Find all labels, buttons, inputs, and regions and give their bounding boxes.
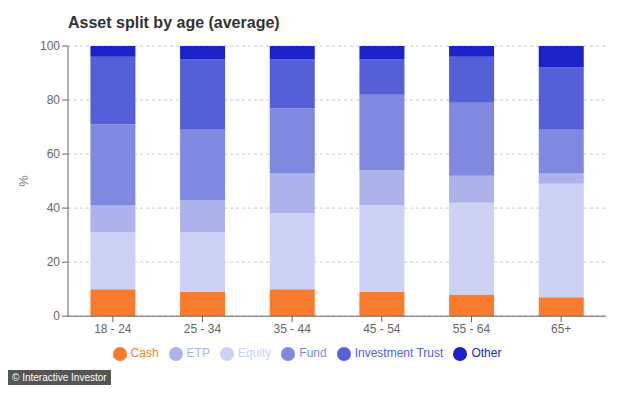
svg-text:20: 20 [47, 255, 61, 269]
html-text:Other: Other [471, 346, 502, 361]
svg-text:35 - 44: 35 - 44 [273, 322, 311, 336]
html-text:Equity: Equity [238, 346, 272, 361]
svg-text:%: % [16, 175, 31, 187]
html-text:Cash: Cash [130, 346, 159, 361]
svg-text:45 - 54: 45 - 54 [363, 322, 401, 336]
svg-text:25 - 34: 25 - 34 [184, 322, 222, 336]
svg-text:55 - 64: 55 - 64 [453, 322, 491, 336]
svg-text:80: 80 [47, 93, 61, 107]
svg-text:60: 60 [47, 147, 61, 161]
html-text:Asset split by age (average): Asset split by age (average) [68, 14, 280, 31]
svg-text:65+: 65+ [551, 322, 571, 336]
svg-text:0: 0 [53, 309, 60, 323]
svg-text:18 - 24: 18 - 24 [94, 322, 132, 336]
html-text:© Interactive Investor: © Interactive Investor [12, 372, 107, 383]
html-text:ETP: ETP [186, 346, 210, 361]
svg-text:100: 100 [40, 39, 60, 53]
html-text:Fund: Fund [299, 346, 327, 361]
svg-text:40: 40 [47, 201, 61, 215]
html-text:Investment Trust: Investment Trust [354, 346, 444, 361]
